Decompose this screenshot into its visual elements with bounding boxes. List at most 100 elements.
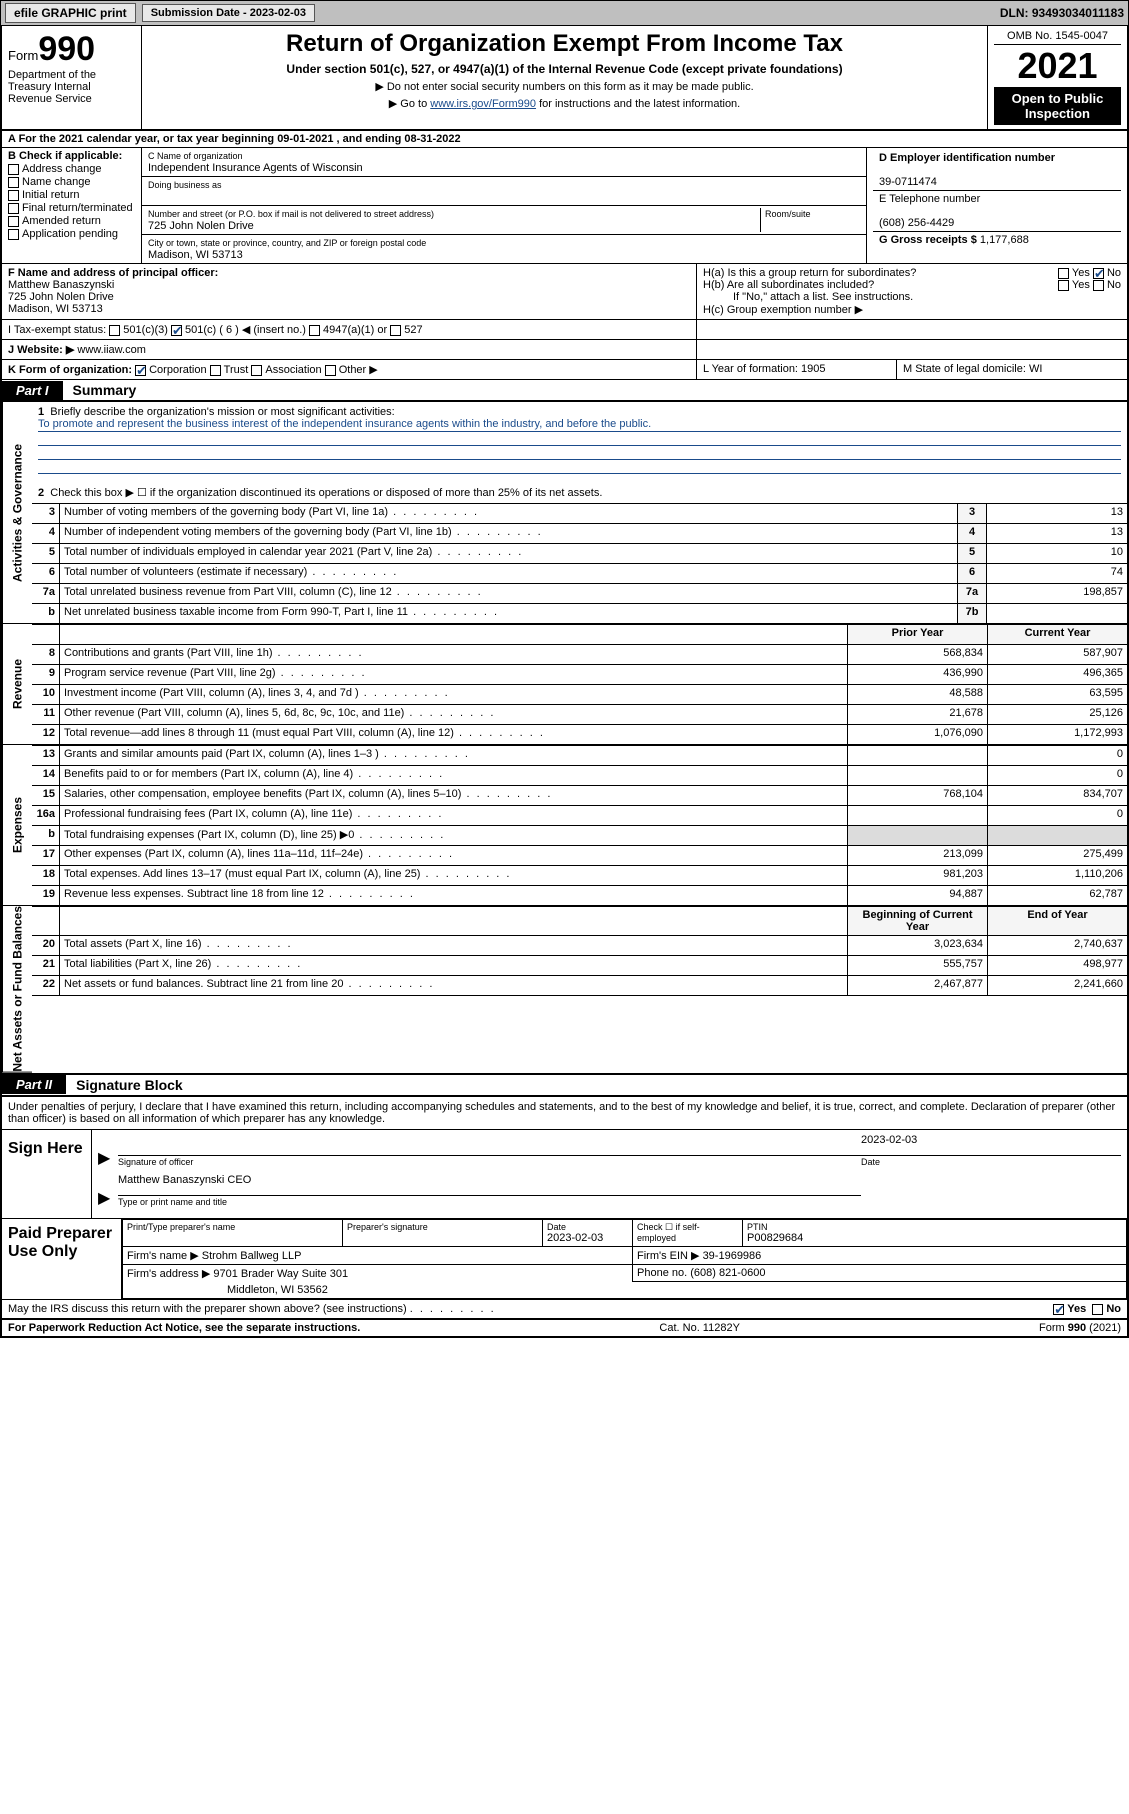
row-num: 17: [32, 846, 60, 865]
firm-phone-label: Phone no.: [637, 1267, 687, 1279]
check-corporation[interactable]: [135, 365, 146, 376]
check-application-pending[interactable]: Application pending: [8, 228, 135, 240]
sig-arrow-icon: ▶: [98, 1148, 118, 1168]
netassets-header-row: Beginning of Current Year End of Year: [32, 907, 1127, 936]
summary-row: 7aTotal unrelated business revenue from …: [32, 584, 1127, 604]
check-501c3[interactable]: [109, 325, 120, 336]
row-val: 74: [987, 564, 1127, 583]
prior-value: 3,023,634: [847, 936, 987, 955]
ha-no-check[interactable]: [1093, 268, 1104, 279]
current-value: 62,787: [987, 886, 1127, 905]
current-value: 0: [987, 746, 1127, 765]
efile-print-button[interactable]: efile GRAPHIC print: [5, 3, 136, 23]
officer-signature-field[interactable]: [118, 1134, 861, 1156]
current-value: 1,172,993: [987, 725, 1127, 744]
summary-row: 14Benefits paid to or for members (Part …: [32, 766, 1127, 786]
hb-yes-check[interactable]: [1058, 280, 1069, 291]
row-desc: Total fundraising expenses (Part IX, col…: [60, 826, 847, 845]
form-note-link: ▶ Go to www.irs.gov/Form990 for instruct…: [148, 97, 981, 110]
check-other[interactable]: [325, 365, 336, 376]
officer-name: Matthew Banaszynski: [8, 279, 114, 291]
mission-blank3: [38, 460, 1121, 474]
top-bar: efile GRAPHIC print Submission Date - 20…: [0, 0, 1129, 26]
note2-post: for instructions and the latest informat…: [536, 98, 740, 110]
row-desc: Other expenses (Part IX, column (A), lin…: [60, 846, 847, 865]
summary-row: 21Total liabilities (Part X, line 26)555…: [32, 956, 1127, 976]
check-name-change[interactable]: Name change: [8, 176, 135, 188]
row-num: 6: [32, 564, 60, 583]
opt-assoc: Association: [265, 364, 321, 376]
cell-shade: [987, 826, 1127, 845]
signature-block: Under penalties of perjury, I declare th…: [0, 1097, 1129, 1321]
check-initial-return[interactable]: Initial return: [8, 189, 135, 201]
row-num: 8: [32, 645, 60, 664]
box-hc: H(c) Group exemption number ▶: [703, 303, 1121, 316]
tax-exempt-label: I Tax-exempt status:: [8, 324, 106, 336]
signature-date-caption: Date: [861, 1157, 880, 1167]
ha-yes-check[interactable]: [1058, 268, 1069, 279]
footer-mid: Cat. No. 11282Y: [659, 1322, 740, 1334]
form-header: Form990 Department of the Treasury Inter…: [0, 26, 1129, 131]
form-number: Form990: [8, 30, 135, 69]
firm-name-value: Strohm Ballweg LLP: [202, 1250, 302, 1262]
box-c-name-label: C Name of organization: [148, 151, 243, 161]
website-value: www.iiaw.com: [77, 344, 145, 356]
prior-value: [847, 806, 987, 825]
footer-left: For Paperwork Reduction Act Notice, see …: [8, 1322, 360, 1334]
prior-value: 981,203: [847, 866, 987, 885]
omb-number: OMB No. 1545-0047: [994, 30, 1121, 45]
org-address: 725 John Nolen Drive: [148, 220, 254, 232]
part2-header: Part II Signature Block: [0, 1075, 1129, 1097]
current-year-header: Current Year: [987, 625, 1127, 644]
row-key: 7b: [957, 604, 987, 623]
row-num: 7a: [32, 584, 60, 603]
row-i: I Tax-exempt status: 501(c)(3) 501(c) ( …: [0, 320, 1129, 340]
row-desc: Program service revenue (Part VIII, line…: [60, 665, 847, 684]
row-num: 16a: [32, 806, 60, 825]
firm-ein-value: 39-1969986: [703, 1250, 762, 1262]
org-name: Independent Insurance Agents of Wisconsi…: [148, 162, 363, 174]
discuss-yes: Yes: [1067, 1303, 1086, 1315]
row-val: 13: [987, 524, 1127, 543]
note2-pre: ▶ Go to: [389, 98, 430, 110]
form-note-ssn: ▶ Do not enter social security numbers o…: [148, 80, 981, 93]
check-address-change[interactable]: Address change: [8, 163, 135, 175]
discuss-yes-check[interactable]: [1053, 1304, 1064, 1315]
prior-value: 48,588: [847, 685, 987, 704]
row-desc: Total unrelated business revenue from Pa…: [60, 584, 957, 603]
form-subtitle: Under section 501(c), 527, or 4947(a)(1)…: [148, 62, 981, 76]
firm-addr2-value: Middleton, WI 53562: [127, 1284, 328, 1296]
signature-declaration: Under penalties of perjury, I declare th…: [2, 1097, 1127, 1130]
row-num: b: [32, 826, 60, 845]
prior-value: 94,887: [847, 886, 987, 905]
discuss-no-check[interactable]: [1092, 1304, 1103, 1315]
check-amended-return[interactable]: Amended return: [8, 215, 135, 227]
row-key: 7a: [957, 584, 987, 603]
hb-no-check[interactable]: [1093, 280, 1104, 291]
check-final-return[interactable]: Final return/terminated: [8, 202, 135, 214]
discuss-no: No: [1106, 1303, 1121, 1315]
opt-501c: 501(c) ( 6 ) ◀ (insert no.): [185, 324, 306, 336]
prior-value: 2,467,877: [847, 976, 987, 995]
row-key: 5: [957, 544, 987, 563]
dln-label: DLN: 93493034011183: [1000, 6, 1124, 20]
prep-ptin-label: PTIN: [747, 1222, 1122, 1232]
row-desc: Total expenses. Add lines 13–17 (must eq…: [60, 866, 847, 885]
city-label: City or town, state or province, country…: [148, 238, 426, 248]
summary-row: 6Total number of volunteers (estimate if…: [32, 564, 1127, 584]
row-num: 18: [32, 866, 60, 885]
department-label: Department of the Treasury Internal Reve…: [8, 69, 135, 105]
mission-text: To promote and represent the business in…: [38, 418, 1121, 432]
check-trust[interactable]: [210, 365, 221, 376]
row-num: 22: [32, 976, 60, 995]
irs-link[interactable]: www.irs.gov/Form990: [430, 98, 536, 110]
row-num: 15: [32, 786, 60, 805]
mission-label: Briefly describe the organization's miss…: [50, 406, 394, 418]
check-association[interactable]: [251, 365, 262, 376]
summary-row: 11Other revenue (Part VIII, column (A), …: [32, 705, 1127, 725]
check-4947[interactable]: [309, 325, 320, 336]
row-desc: Total number of individuals employed in …: [60, 544, 957, 563]
check-527[interactable]: [390, 325, 401, 336]
prior-value: 568,834: [847, 645, 987, 664]
check-501c[interactable]: [171, 325, 182, 336]
